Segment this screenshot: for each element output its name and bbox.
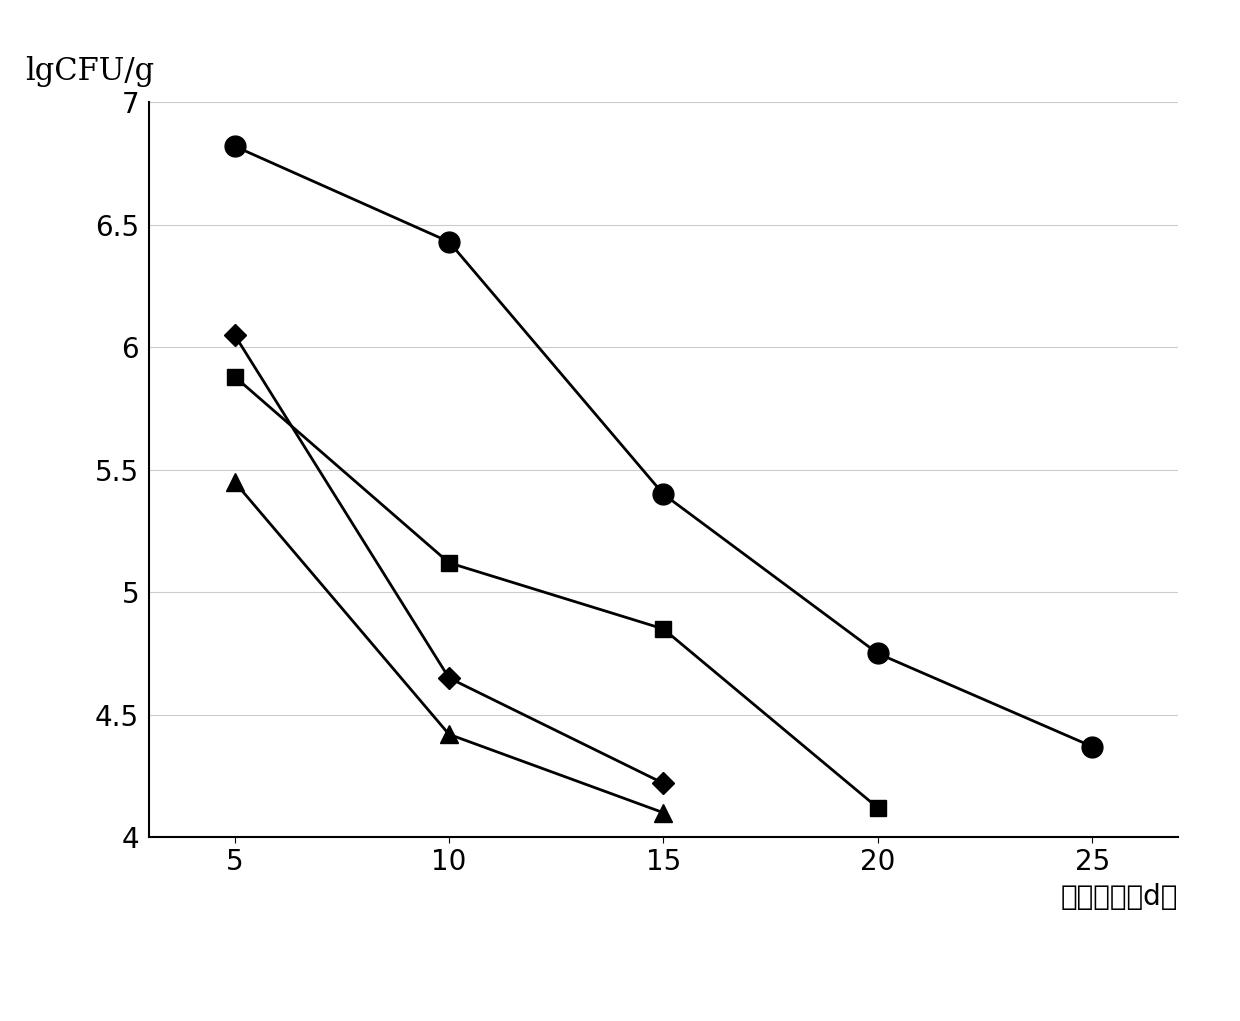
VIII组 — [656, 488, 671, 500]
VI组 — [656, 777, 671, 789]
V组 — [227, 476, 242, 488]
Line: VIII组: VIII组 — [224, 136, 1102, 757]
VIII组 — [441, 236, 456, 248]
VIII组 — [870, 647, 885, 660]
Line: V组: V组 — [226, 473, 672, 822]
Line: VII组: VII组 — [226, 369, 887, 816]
VII组 — [441, 556, 456, 569]
VI组 — [227, 329, 242, 341]
Text: lgCFU/g: lgCFU/g — [25, 56, 154, 87]
V组 — [656, 807, 671, 819]
Legend: V组, VI组, VII组, VIII组: V组, VI组, VII组, VIII组 — [219, 1014, 1107, 1021]
VIII组 — [1085, 740, 1100, 752]
VII组 — [870, 801, 885, 814]
VI组 — [441, 672, 456, 684]
Text: 滒留天数（d）: 滒留天数（d） — [1060, 883, 1178, 911]
VII组 — [656, 623, 671, 635]
VIII组 — [227, 140, 242, 152]
V组 — [441, 728, 456, 740]
VII组 — [227, 371, 242, 383]
Line: VI组: VI组 — [227, 328, 671, 791]
